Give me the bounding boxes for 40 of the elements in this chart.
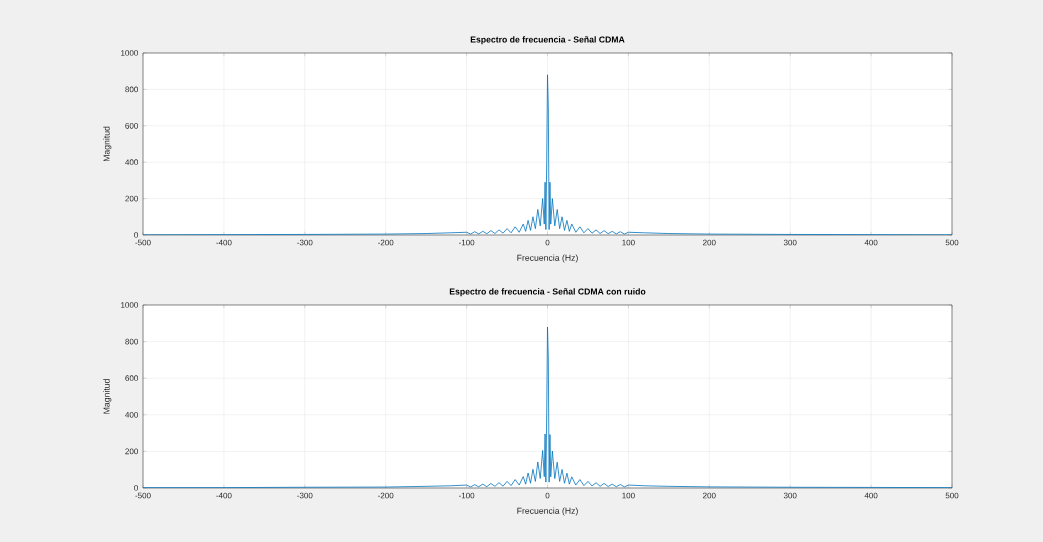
x-tick-label: -200 — [378, 492, 394, 499]
x-tick-label: 100 — [622, 492, 635, 499]
y-axis-title: Magnitud — [103, 379, 112, 414]
x-tick-label: -500 — [135, 492, 151, 499]
y-tick-label: 200 — [125, 195, 138, 202]
x-tick-label: 400 — [864, 492, 878, 499]
y-tick-label: 600 — [125, 375, 138, 382]
y-tick-label: 600 — [125, 122, 138, 129]
x-tick-label: -500 — [135, 239, 151, 246]
y-tick-label: 400 — [125, 411, 138, 418]
y-tick-label: 0 — [134, 232, 138, 238]
x-tick-label: -300 — [297, 239, 313, 246]
x-tick-label: 300 — [783, 492, 797, 499]
chart-title: Espectro de frecuencia - Señal CDMA — [470, 36, 625, 45]
y-tick-label: 0 — [134, 485, 138, 491]
x-axis-title: Frecuencia (Hz) — [517, 507, 578, 516]
x-tick-label: 500 — [945, 492, 959, 499]
x-tick-label: 400 — [864, 239, 878, 246]
y-axis-title: Magnitud — [103, 126, 112, 162]
x-tick-label: -400 — [216, 239, 232, 246]
x-tick-label: 0 — [545, 239, 550, 246]
x-tick-label: -100 — [458, 492, 475, 499]
y-tick-label: 1000 — [121, 50, 138, 56]
x-tick-label: 100 — [622, 239, 635, 246]
x-tick-label: -100 — [458, 239, 475, 246]
x-tick-label: 200 — [703, 492, 716, 499]
x-tick-label: -200 — [378, 239, 394, 246]
chart-title: Espectro de frecuencia - Señal CDMA con ruido — [449, 288, 646, 297]
x-tick-label: 200 — [703, 239, 716, 246]
x-tick-label: 0 — [545, 492, 550, 499]
y-tick-label: 400 — [125, 159, 138, 166]
x-tick-label: 300 — [783, 239, 797, 246]
y-tick-label: 1000 — [121, 302, 138, 308]
x-tick-label: -300 — [297, 492, 313, 499]
y-tick-label: 800 — [125, 86, 138, 93]
x-tick-label: 500 — [945, 239, 959, 246]
y-tick-label: 200 — [125, 448, 138, 455]
x-tick-label: -400 — [216, 492, 232, 499]
x-axis-title: Frecuencia (Hz) — [517, 254, 578, 263]
y-tick-label: 800 — [125, 338, 138, 345]
